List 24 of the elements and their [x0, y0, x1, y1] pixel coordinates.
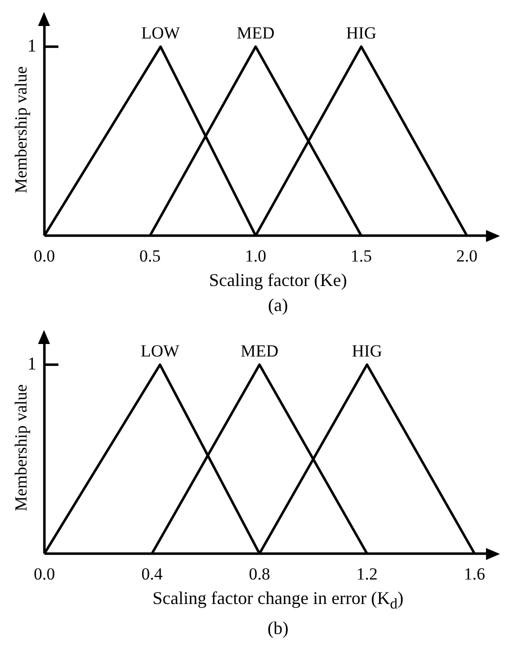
x-tick-label: 2.0 [456, 246, 478, 266]
x-tick-label: 0.4 [141, 564, 164, 584]
text: (a) [267, 295, 289, 316]
x-axis-title: Scaling factor (Ke) [208, 270, 348, 291]
x-tick-label: 1.6 [464, 564, 486, 584]
text: 1 [27, 35, 36, 56]
x-axis-title: Scaling factor change in error (K$_{d}$) [152, 588, 404, 614]
text: (b) [266, 618, 290, 639]
series-label: HIG [346, 24, 376, 43]
series-label: MED [240, 342, 278, 361]
series-label: LOW [141, 24, 181, 43]
x-tick-label: 0.8 [248, 564, 270, 584]
x-tick-label: 0.0 [34, 564, 56, 584]
text: 1 [27, 353, 36, 374]
y-axis-title: Membership value [12, 66, 31, 194]
series-label: MED [236, 24, 275, 43]
x-tick-label: 0.5 [139, 246, 161, 266]
x-tick-label: 1.2 [356, 564, 378, 584]
y-axis-title: Membership value [12, 384, 31, 512]
x-tick-label: 0.0 [34, 246, 56, 266]
x-tick-label: 1.5 [350, 246, 372, 266]
series-label: LOW [140, 342, 180, 361]
x-tick-label: 1.0 [245, 246, 266, 266]
series-label: HIG [352, 342, 382, 361]
